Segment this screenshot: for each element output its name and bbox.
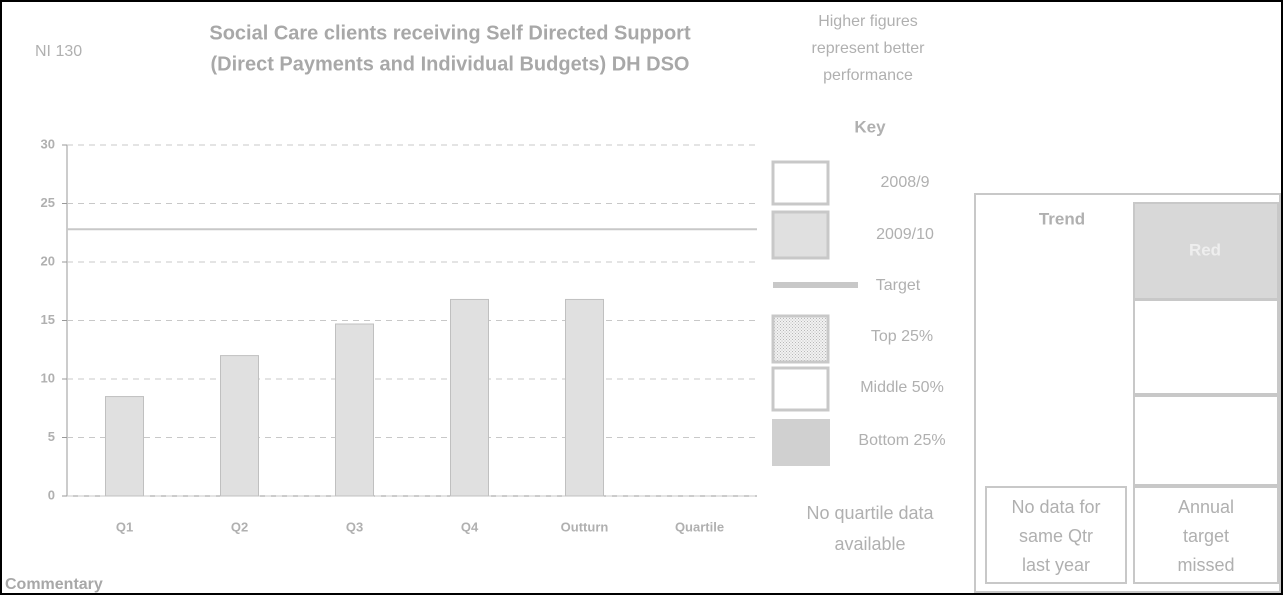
note: represent better — [812, 40, 926, 57]
status: Red — [1189, 240, 1221, 259]
x-tick-label: Q3 — [346, 519, 363, 534]
note-box — [1133, 486, 1279, 584]
y-tick-label: 5 — [48, 429, 55, 444]
target-note: target — [1183, 526, 1229, 546]
chart-title: (Direct Payments and Individual Budgets)… — [211, 53, 690, 75]
bar — [105, 396, 144, 497]
key-label: Bottom 25% — [858, 432, 945, 449]
x-tick-label: Q1 — [116, 519, 133, 534]
key-title: Key — [854, 117, 886, 136]
y-tick-label: 30 — [41, 136, 55, 151]
key-swatch — [771, 210, 830, 260]
chart-title: Social Care clients receiving Self Direc… — [209, 22, 691, 44]
bar — [565, 298, 604, 497]
y-tick-label: 10 — [41, 370, 55, 385]
trend-note: last year — [1022, 555, 1090, 575]
status-box — [1133, 395, 1279, 486]
trend-title: Trend — [1039, 209, 1085, 228]
quartile-note: No quartile data — [806, 503, 934, 523]
y-tick-label: 0 — [48, 487, 55, 502]
bar — [450, 298, 489, 497]
key-label: 2009/10 — [876, 226, 934, 243]
note-box — [985, 486, 1127, 584]
key-label: 2008/9 — [881, 174, 930, 191]
key-swatch — [771, 314, 830, 364]
x-tick-label: Outturn — [561, 519, 609, 534]
target-note: missed — [1177, 555, 1234, 575]
key-swatch — [771, 160, 830, 206]
note: performance — [823, 67, 913, 84]
target-note: Annual — [1178, 497, 1234, 517]
key-swatch — [771, 366, 830, 412]
indicator: NI 130 — [35, 43, 82, 60]
x-tick-label: Quartile — [675, 519, 724, 534]
y-tick-label: 15 — [41, 312, 55, 327]
quartile-note: available — [834, 534, 905, 554]
trend-note: No data for — [1011, 497, 1100, 517]
commentary: Commentary — [5, 576, 103, 593]
key-label: Target — [876, 277, 921, 294]
key-label: Top 25% — [871, 328, 933, 345]
note: Higher figures — [818, 13, 918, 30]
y-tick-label: 25 — [41, 195, 55, 210]
trend-note: same Qtr — [1019, 526, 1093, 546]
key-label: Middle 50% — [860, 379, 944, 396]
x-tick-label: Q2 — [231, 519, 248, 534]
status-box — [1133, 299, 1279, 395]
bar — [335, 323, 374, 497]
key-swatch — [772, 419, 830, 466]
bar — [220, 355, 259, 497]
x-tick-label: Q4 — [461, 519, 479, 534]
y-tick-label: 20 — [41, 253, 55, 268]
